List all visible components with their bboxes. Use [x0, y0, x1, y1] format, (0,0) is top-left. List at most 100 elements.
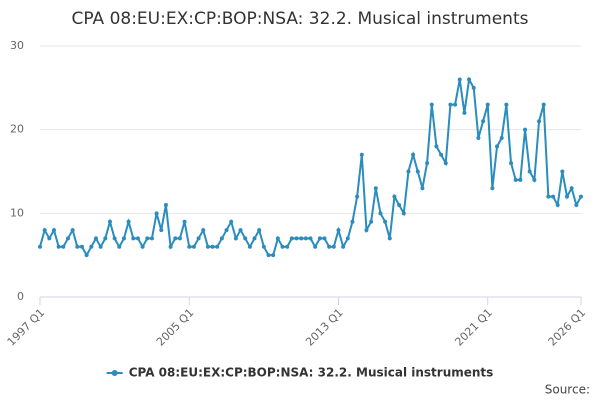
data-point — [93, 236, 98, 241]
data-point — [38, 244, 42, 249]
legend: CPA 08:EU:EX:CP:BOP:NSA: 32.2. Musical i… — [106, 366, 494, 380]
data-point — [415, 169, 420, 174]
data-point — [555, 202, 560, 207]
data-point — [345, 236, 350, 241]
data-point — [271, 253, 276, 258]
x-tick-label: 2026 Q1 — [546, 306, 589, 349]
data-point — [485, 102, 490, 107]
data-point — [448, 102, 453, 107]
data-point — [313, 244, 318, 249]
data-point — [243, 236, 248, 241]
legend-label: CPA 08:EU:EX:CP:BOP:NSA: 32.2. Musical i… — [129, 366, 494, 380]
data-point — [565, 194, 570, 199]
data-point — [509, 161, 514, 166]
data-point — [42, 228, 47, 233]
data-point — [121, 236, 126, 241]
data-point — [490, 186, 495, 191]
data-point — [336, 228, 341, 233]
data-point — [560, 169, 565, 174]
data-point — [126, 219, 131, 224]
data-point — [499, 136, 504, 141]
data-point — [79, 244, 84, 249]
x-tick-label: 2021 Q1 — [452, 306, 495, 349]
y-tick-label: 20 — [10, 123, 24, 136]
data-point — [425, 161, 430, 166]
data-point — [252, 236, 257, 241]
data-point — [84, 253, 89, 258]
data-point — [70, 228, 75, 233]
data-point — [294, 236, 299, 241]
data-point — [504, 102, 509, 107]
data-point — [238, 228, 243, 233]
data-point — [191, 244, 196, 249]
data-point — [98, 244, 103, 249]
data-point — [467, 77, 472, 82]
data-point — [383, 219, 388, 224]
data-point — [289, 236, 294, 241]
x-tick-label: 1997 Q1 — [5, 306, 48, 349]
data-point — [537, 119, 542, 124]
data-point — [527, 169, 532, 174]
data-point — [457, 77, 462, 82]
data-point — [471, 85, 476, 90]
data-point — [574, 202, 579, 207]
data-point — [541, 102, 546, 107]
data-point — [224, 228, 229, 233]
data-point — [210, 244, 215, 249]
data-point — [168, 244, 173, 249]
data-point — [196, 236, 201, 241]
data-point — [140, 244, 145, 249]
data-point — [439, 152, 444, 157]
data-point — [308, 236, 313, 241]
data-point — [443, 161, 448, 166]
data-point — [89, 244, 94, 249]
data-point — [429, 102, 434, 107]
y-tick-label: 0 — [17, 290, 24, 303]
data-point — [350, 219, 355, 224]
data-point — [149, 236, 154, 241]
x-tick-label: 2013 Q1 — [303, 306, 346, 349]
data-point — [462, 110, 467, 115]
data-point — [476, 136, 481, 141]
series-line — [39, 76, 582, 258]
data-point — [434, 144, 439, 149]
data-point — [551, 194, 556, 199]
data-point — [229, 219, 234, 224]
data-point — [47, 236, 52, 241]
data-point — [317, 236, 322, 241]
data-point — [303, 236, 308, 241]
data-point — [495, 144, 500, 149]
data-point — [112, 236, 117, 241]
data-point — [285, 244, 290, 249]
data-point — [247, 244, 252, 249]
data-point — [163, 202, 168, 207]
data-point — [145, 236, 150, 241]
data-point — [411, 152, 416, 157]
data-point — [275, 236, 280, 241]
data-point — [280, 244, 285, 249]
data-point — [401, 211, 406, 216]
data-point — [397, 202, 402, 207]
data-point — [518, 177, 523, 182]
data-point — [392, 194, 397, 199]
data-point — [523, 127, 528, 132]
data-point — [51, 228, 56, 233]
data-point — [355, 194, 360, 199]
data-point — [159, 228, 164, 233]
data-point — [177, 236, 182, 241]
data-point — [131, 236, 136, 241]
data-point — [299, 236, 304, 241]
data-point — [187, 244, 192, 249]
data-point — [579, 194, 583, 199]
data-point — [322, 236, 327, 241]
data-point — [331, 244, 336, 249]
data-point — [513, 177, 518, 182]
data-point — [154, 211, 159, 216]
data-point — [75, 244, 80, 249]
data-point — [173, 236, 178, 241]
data-point — [569, 186, 574, 191]
data-point — [65, 236, 70, 241]
y-tick-label: 10 — [10, 206, 24, 219]
data-point — [387, 236, 392, 241]
